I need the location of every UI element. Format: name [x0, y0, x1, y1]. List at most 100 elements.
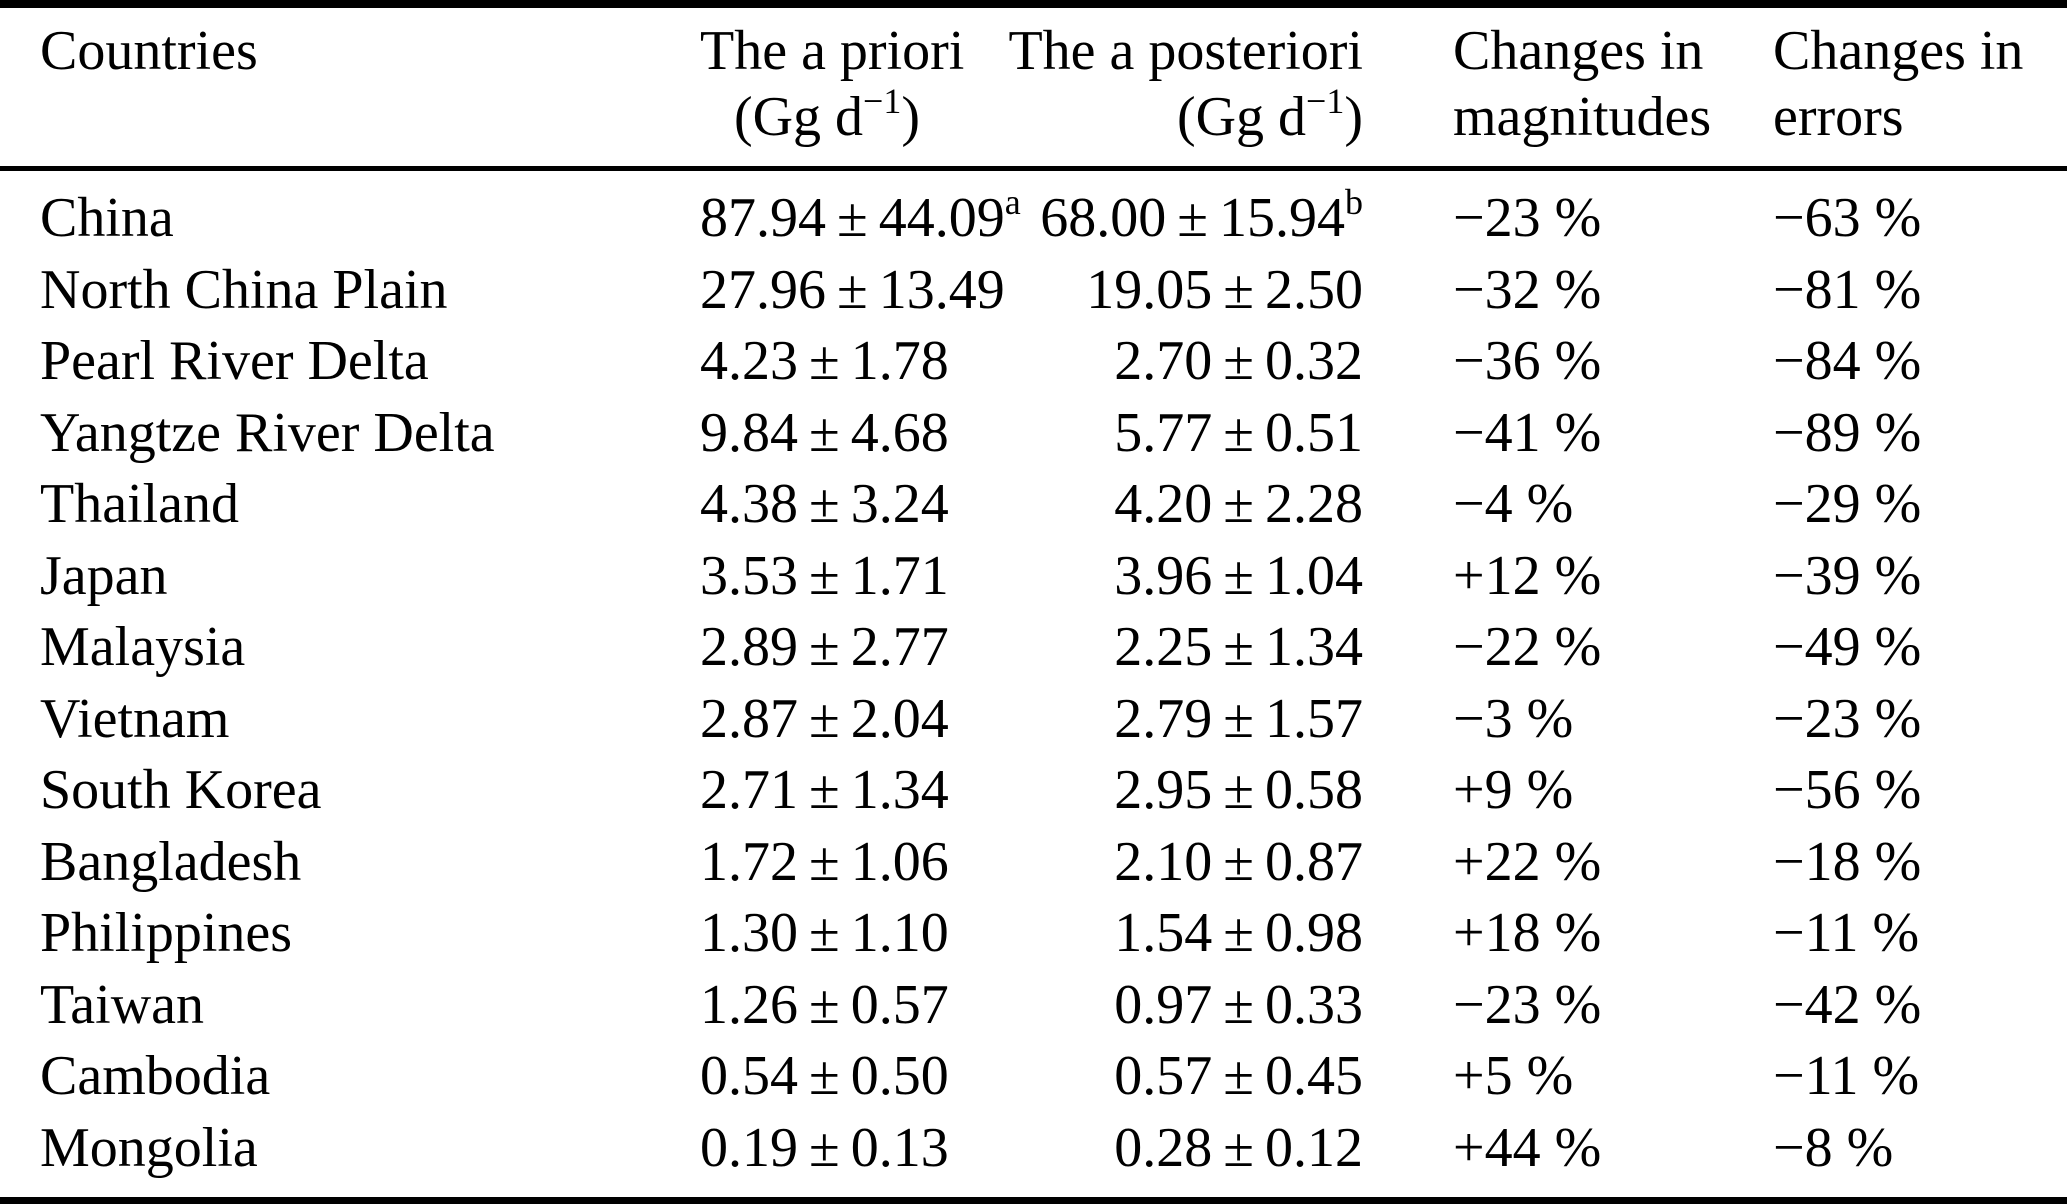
value-mean: 3.53	[700, 544, 798, 607]
cell-country: China	[0, 169, 700, 255]
plus-minus-symbol: ±	[809, 616, 840, 678]
cell-change-errors: −23 %	[1773, 684, 2067, 756]
cell-aposteriori: 2.95 ±0.58	[920, 755, 1363, 827]
cell-aposteriori: 0.57 ±0.45	[920, 1041, 1363, 1113]
change-magnitudes-value: +44 %	[1453, 1116, 1602, 1179]
value-mean: 68.00	[1040, 187, 1167, 249]
table-row: Mongolia 0.19 ±0.13 0.28 ±0.12 +44 % −8 %	[0, 1113, 2067, 1201]
value-mean: 2.79	[1114, 687, 1213, 750]
value-mean: 4.23	[700, 330, 798, 392]
cell-aposteriori: 5.77 ±0.51	[920, 398, 1363, 470]
plus-minus-symbol: ±	[809, 1116, 840, 1179]
unit-prefix: (Gg d	[1176, 86, 1307, 148]
table-row: Philippines 1.30 ±1.10 1.54 ±0.98 +18 % −1…	[0, 898, 2067, 970]
cell-aposteriori: 2.10 ±0.87	[920, 827, 1363, 899]
value-error: 0.50	[850, 1045, 949, 1107]
change-errors-value: −81 %	[1773, 258, 1922, 321]
table-row: Japan 3.53 ±1.71 3.96 ±1.04 +12 % −39 %	[0, 541, 2067, 613]
plus-minus-symbol: ±	[809, 330, 840, 392]
cell-change-errors: −89 %	[1773, 398, 2067, 470]
change-errors-value: −8 %	[1773, 1116, 1894, 1179]
cell-apriori: 2.71 ±1.34	[700, 755, 949, 827]
change-errors-value: −18 %	[1773, 830, 1922, 893]
unit-exponent: −1	[863, 81, 902, 121]
value-mean: 0.54	[700, 1045, 798, 1107]
change-magnitudes-value: −41 %	[1453, 401, 1602, 464]
cell-change-magnitudes: −22 %	[1363, 612, 1773, 684]
value-mean: 4.38	[700, 473, 798, 535]
value-mean: 1.72	[700, 830, 798, 893]
cell-apriori: 9.84 ±4.68	[700, 398, 949, 470]
value-error: 1.57	[1265, 687, 1363, 750]
cell-country: Yangtze River Delta	[0, 398, 700, 470]
country-label: South Korea	[40, 759, 322, 821]
cell-apriori: 0.54 ±0.50	[700, 1041, 949, 1113]
value-mean: 2.89	[700, 616, 798, 678]
cell-apriori: 1.26 ±0.57	[700, 970, 949, 1042]
cell-aposteriori: 19.05 ±2.50	[920, 255, 1363, 327]
table-row: Bangladesh 1.72 ±1.06 2.10 ±0.87 +22 % −18…	[0, 827, 2067, 899]
cell-country: Taiwan	[0, 970, 700, 1042]
change-magnitudes-value: −4 %	[1453, 473, 1574, 535]
cell-change-errors: −11 %	[1773, 1041, 2067, 1113]
value-mean: 0.57	[1114, 1045, 1213, 1107]
value-mean: 2.10	[1114, 830, 1213, 893]
value-error: 1.34	[1265, 616, 1363, 678]
table-row: Taiwan 1.26 ±0.57 0.97 ±0.33 −23 % −42 %	[0, 970, 2067, 1042]
country-label: Japan	[40, 544, 168, 607]
plus-minus-symbol: ±	[809, 1045, 840, 1107]
value-mean: 19.05	[1086, 258, 1213, 321]
cell-aposteriori: 2.25 ±1.34	[920, 612, 1363, 684]
value-mean: 2.70	[1114, 330, 1213, 392]
change-errors-value: −49 %	[1773, 616, 1922, 678]
value-error: 0.98	[1265, 902, 1363, 964]
cell-change-magnitudes: +9 %	[1363, 755, 1773, 827]
change-magnitudes-value: −3 %	[1453, 687, 1574, 750]
cell-country: North China Plain	[0, 255, 700, 327]
change-magnitudes-value: −22 %	[1453, 616, 1602, 678]
header-spacer	[40, 84, 700, 150]
col-header-countries: Countries	[0, 4, 700, 171]
cell-country: Philippines	[0, 898, 700, 970]
cell-apriori: 87.94 ±44.09a	[700, 169, 1021, 255]
change-errors-value: −42 %	[1773, 973, 1922, 1036]
country-label: Philippines	[40, 902, 293, 964]
col-header-aposteriori: The a posteriori (Gg d−1)	[920, 4, 1363, 171]
unit-suffix: )	[1344, 86, 1363, 148]
value-error: 2.50	[1265, 258, 1363, 321]
plus-minus-symbol: ±	[837, 187, 868, 249]
plus-minus-symbol: ±	[809, 687, 840, 750]
cell-change-magnitudes: +12 %	[1363, 541, 1773, 613]
unit-label: (Gg d−1)	[920, 83, 1363, 150]
cell-change-magnitudes: −3 %	[1363, 684, 1773, 756]
cell-country: Japan	[0, 541, 700, 613]
cell-change-magnitudes: +5 %	[1363, 1041, 1773, 1113]
plus-minus-symbol: ±	[1177, 187, 1208, 249]
table-row: North China Plain 27.96 ±13.49 19.05 ±2.50…	[0, 255, 2067, 327]
value-error: 0.13	[850, 1116, 949, 1179]
cell-change-errors: −29 %	[1773, 469, 2067, 541]
value-error: 0.32	[1265, 330, 1363, 392]
plus-minus-symbol: ±	[1223, 616, 1254, 678]
cell-change-errors: −49 %	[1773, 612, 2067, 684]
table-row: South Korea 2.71 ±1.34 2.95 ±0.58 +9 % −56…	[0, 755, 2067, 827]
country-label: Mongolia	[40, 1116, 258, 1179]
plus-minus-symbol: ±	[1223, 401, 1254, 464]
country-label: China	[40, 187, 174, 249]
cell-change-magnitudes: −23 %	[1363, 970, 1773, 1042]
header-label: Countries	[40, 20, 258, 82]
value-error: 15.94	[1219, 187, 1345, 249]
header-label: magnitudes	[1453, 86, 1712, 148]
cell-apriori: 1.30 ±1.10	[700, 898, 949, 970]
value-error: 1.71	[850, 544, 949, 607]
plus-minus-symbol: ±	[1223, 473, 1254, 535]
change-errors-value: −11 %	[1773, 902, 1920, 964]
plus-minus-symbol: ±	[809, 973, 840, 1036]
value-error: 1.78	[850, 330, 949, 392]
plus-minus-symbol: ±	[1223, 1045, 1254, 1107]
plus-minus-symbol: ±	[809, 401, 840, 464]
cell-aposteriori: 0.28 ±0.12	[920, 1113, 1363, 1201]
value-mean: 0.19	[700, 1116, 798, 1179]
value-error: 1.04	[1265, 544, 1363, 607]
value-mean: 5.77	[1114, 401, 1213, 464]
